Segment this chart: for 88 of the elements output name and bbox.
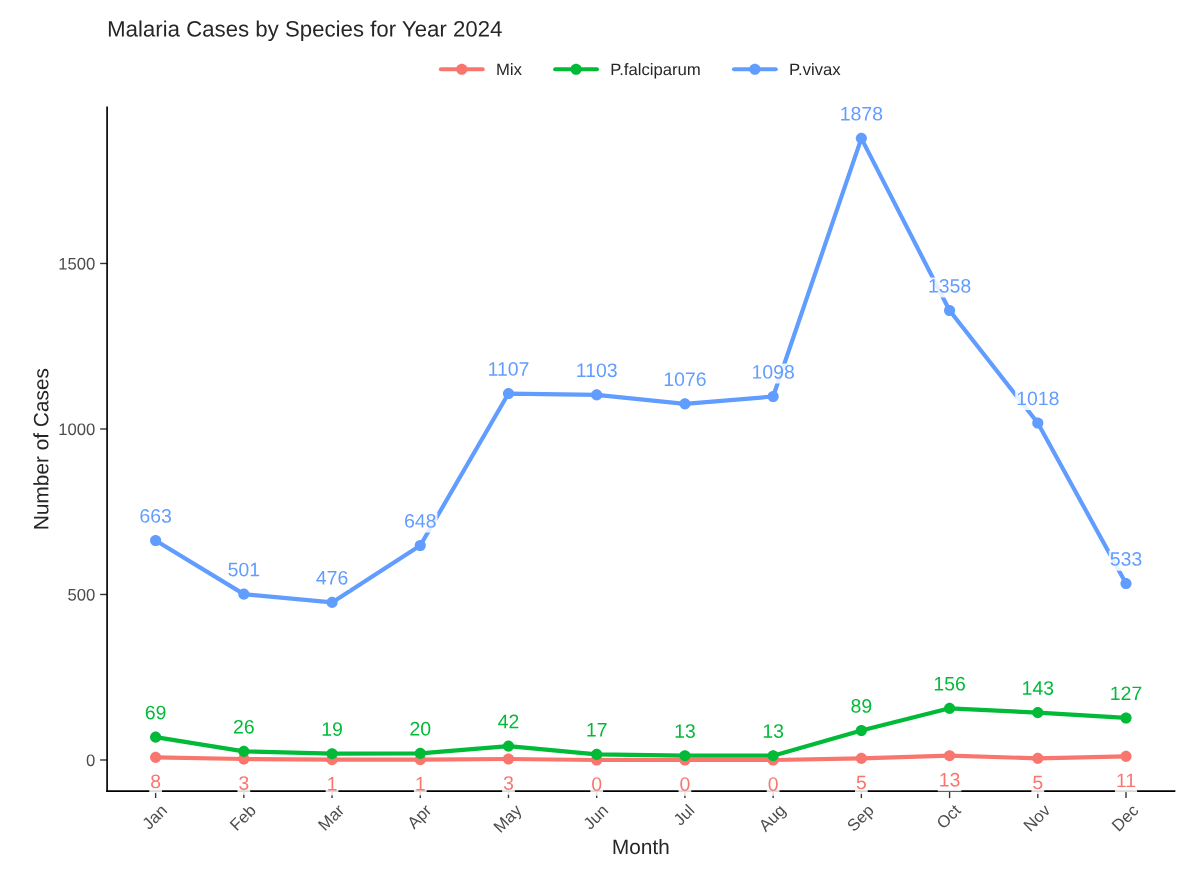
data-label: 533 [1110,552,1142,566]
point [855,752,867,764]
data-label: 501 [228,562,260,577]
point [944,304,956,317]
data-label: 89 [851,699,872,713]
data-label: 1018 [1017,391,1059,406]
data-label: 26 [234,719,254,734]
point [591,748,603,760]
point [1120,712,1132,724]
data-label: 1076 [664,372,706,387]
x-tick-label: Jul [672,803,695,827]
data-label: 0 [592,777,602,791]
x-tick-label: Jun [582,804,609,831]
point [1032,417,1044,429]
data-label: 1 [328,777,337,791]
x-tick-label: Dec [1111,803,1140,832]
x-tick-label: Oct [935,803,962,830]
data-label: 5 [856,775,866,790]
data-label: 13 [940,772,960,787]
x-tick-label: Aug [757,804,789,835]
y-tick-label: 0 [86,754,95,767]
y-tick-label: 1000 [59,423,95,436]
point [944,750,956,762]
data-label: 13 [763,724,784,738]
data-label: 19 [322,722,342,736]
chart-title: Malaria Cases by Species for Year 2024 [108,20,502,42]
data-label: 143 [1023,681,1054,695]
point [502,753,515,765]
point [414,747,426,759]
point [1120,578,1132,590]
x-tick-label: Feb [229,803,257,831]
x-tick-label: Mar [317,803,346,831]
data-label: 1 [416,777,425,791]
point [502,388,515,400]
data-label: 127 [1111,686,1142,701]
point [238,588,250,600]
point [150,751,162,763]
data-label: 1878 [841,106,883,121]
y-tick-label: 500 [68,588,95,601]
point [150,731,162,743]
point [767,750,779,762]
y-axis-title: Number of Cases [33,368,49,529]
data-label: 1098 [753,365,794,379]
legend-label: P.falciparum [611,63,700,79]
data-label: 17 [587,723,607,737]
x-tick-label: Nov [1023,803,1052,832]
point [326,596,338,608]
data-label: 5 [1033,775,1043,790]
data-label: 0 [680,777,690,791]
point [855,724,867,737]
point [767,390,779,403]
point [502,740,515,752]
point [591,389,603,401]
data-label: 1107 [489,362,529,376]
data-label: 648 [405,513,436,528]
data-label: 11 [1117,773,1136,788]
data-label: 20 [410,721,431,736]
data-label: 156 [934,676,965,691]
point [1032,752,1044,764]
data-label: 8 [151,774,161,789]
data-label: 3 [503,776,514,790]
data-label: 1103 [577,363,617,378]
legend-label: P.vivax [790,63,841,76]
point [150,534,162,547]
point [1032,707,1044,719]
x-tick-label: May [493,803,526,836]
x-axis-title: Month [613,838,669,855]
point [1120,750,1132,762]
point [414,539,426,552]
point [855,132,867,144]
data-label: 476 [316,570,348,585]
data-label: 42 [498,714,519,729]
x-tick-label: Apr [406,803,435,833]
data-label: 3 [239,776,249,790]
point [679,750,691,762]
point [238,745,250,757]
x-tick-label: Jan [141,804,168,831]
legend-label: Mix [497,63,522,76]
data-label: 69 [145,705,166,720]
data-label: 13 [675,724,695,738]
data-label: 0 [768,777,778,791]
y-tick-label: 1500 [59,257,95,270]
x-tick-label: Sep [846,803,877,835]
point [944,702,956,714]
point [326,748,338,760]
point [679,398,691,410]
data-label: 663 [140,509,171,523]
data-label: 1358 [929,278,971,293]
